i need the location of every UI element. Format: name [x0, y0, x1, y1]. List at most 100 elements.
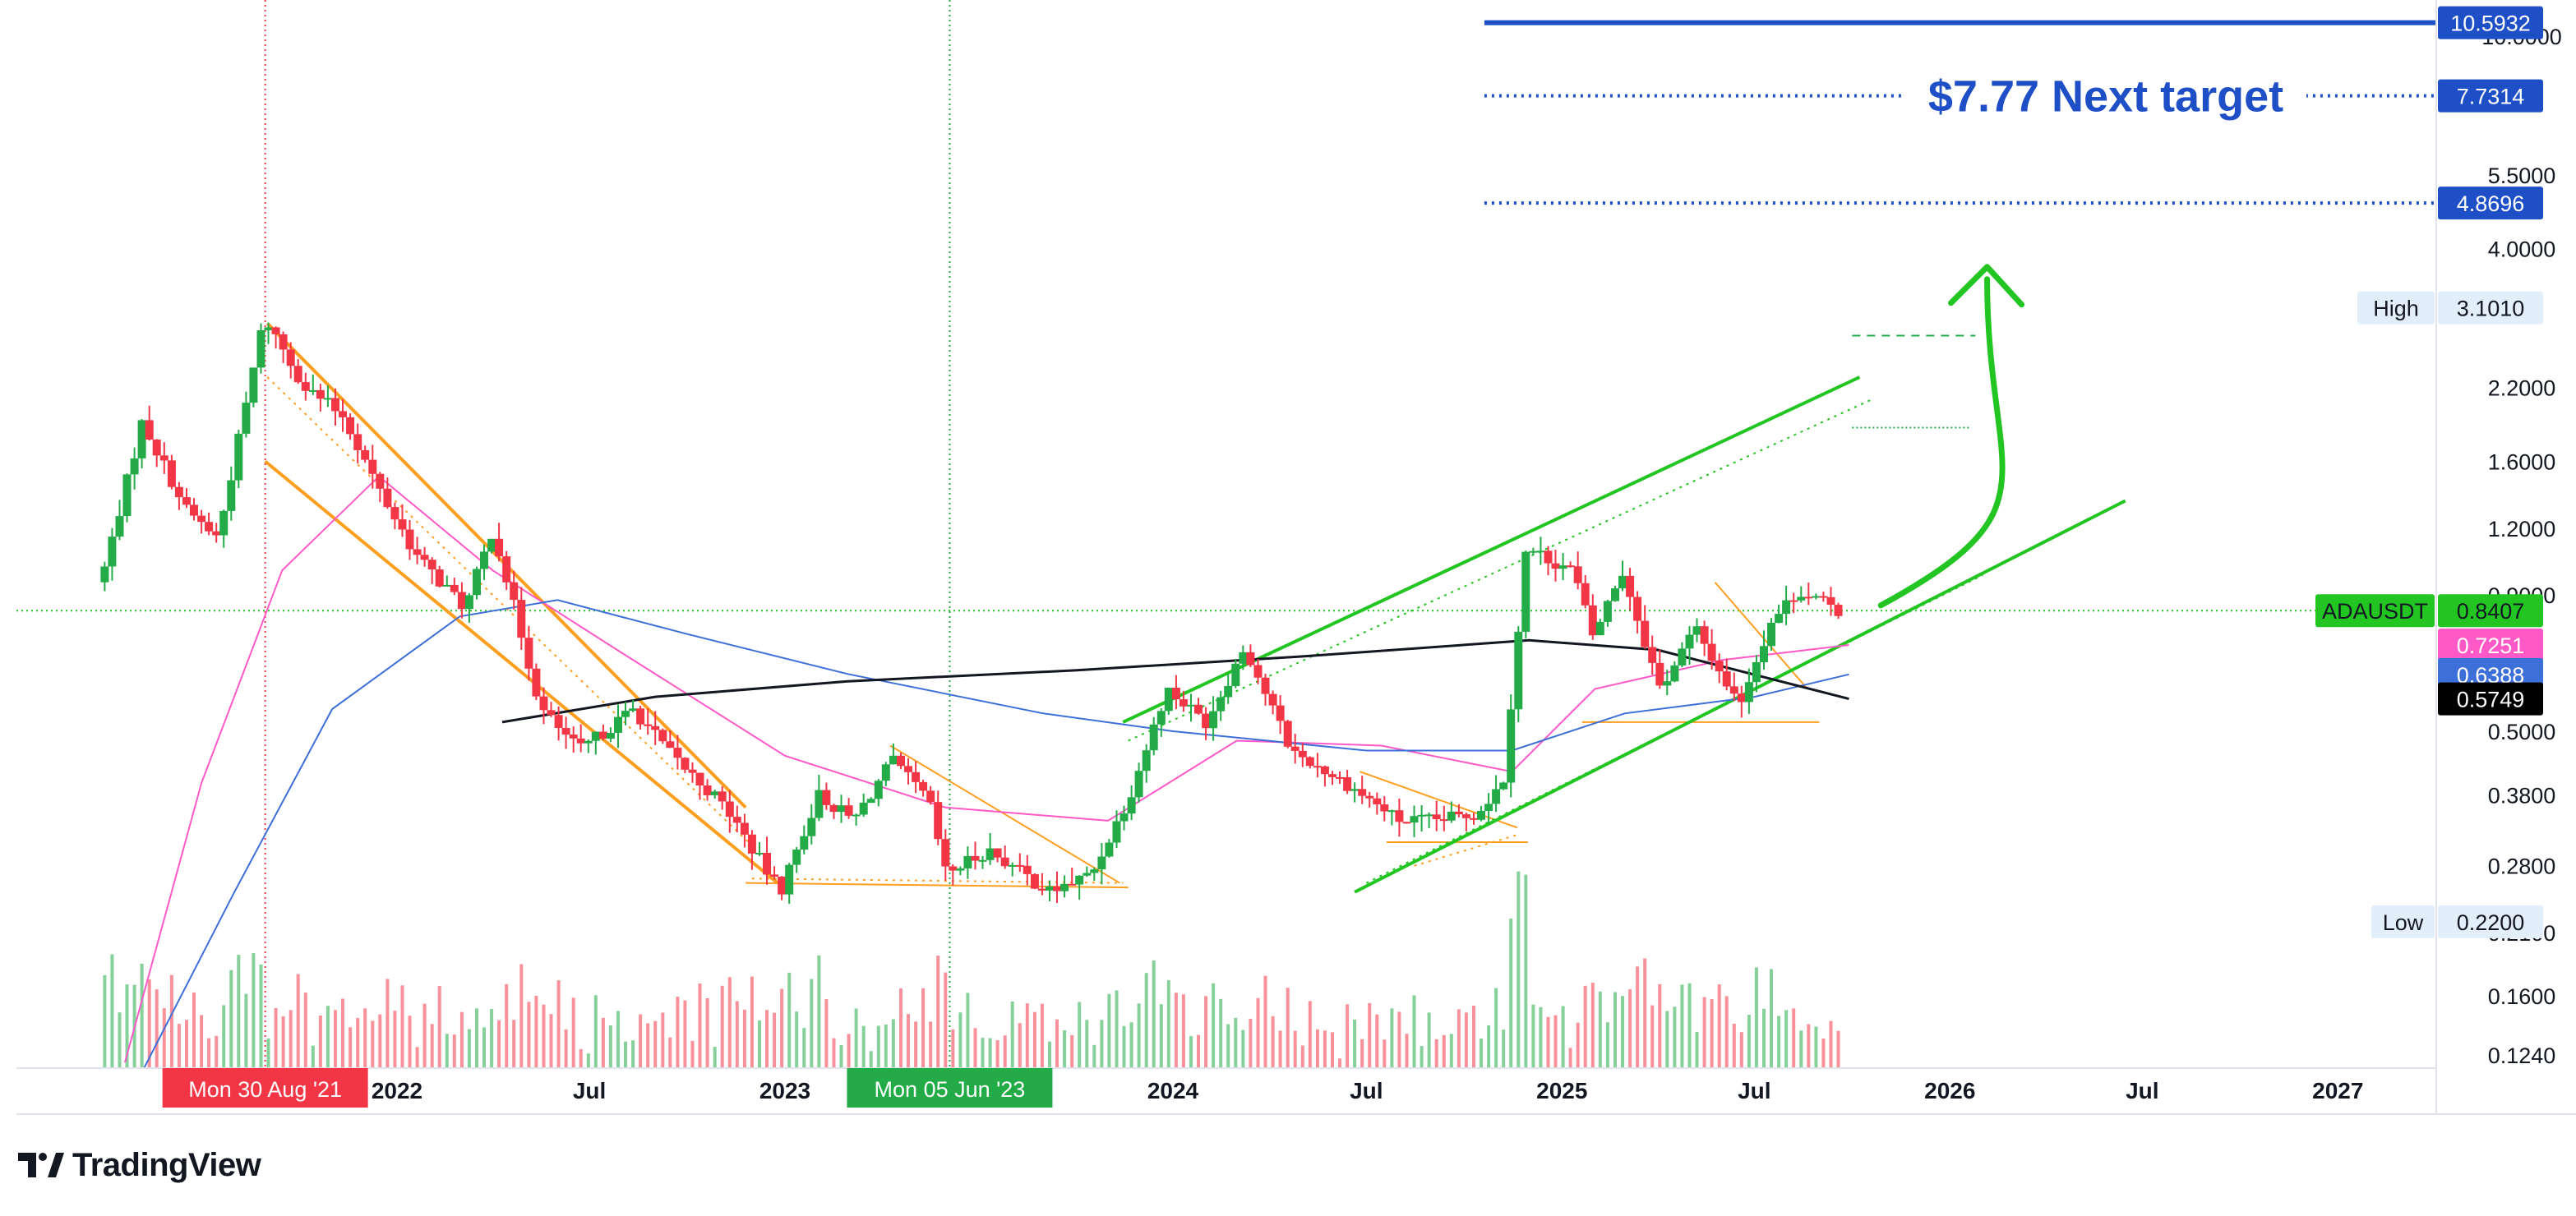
- candle: [205, 512, 214, 536]
- volume-bar: [1278, 1030, 1282, 1068]
- candle-body: [1581, 583, 1590, 606]
- volume-bar: [1390, 1008, 1394, 1068]
- candle: [1253, 659, 1263, 684]
- moving-average-line: [143, 599, 1849, 1068]
- candle-body: [956, 868, 965, 871]
- volume-bar: [519, 964, 524, 1068]
- volume-bar: [608, 1025, 612, 1068]
- candle: [457, 582, 466, 619]
- volume-bar: [303, 993, 307, 1068]
- volume-bar: [155, 989, 159, 1068]
- volume-bar: [1724, 996, 1729, 1068]
- candle-body: [1603, 601, 1612, 622]
- candle: [1544, 546, 1553, 576]
- candle: [1566, 561, 1575, 568]
- candle-body: [576, 738, 585, 744]
- candle: [1663, 670, 1672, 696]
- candle-body: [1477, 811, 1485, 820]
- candle-body: [346, 417, 355, 435]
- candle: [256, 323, 265, 374]
- candle: [1350, 782, 1360, 803]
- candle-body: [1239, 652, 1248, 664]
- candle: [316, 384, 325, 412]
- candle-body: [331, 398, 339, 412]
- candle: [666, 730, 675, 748]
- volume-bar: [445, 1034, 449, 1068]
- candle-body: [1760, 646, 1768, 662]
- volume-bar: [981, 1038, 985, 1068]
- candle: [1722, 658, 1731, 691]
- volume-bar: [266, 1038, 270, 1068]
- candle-body: [361, 449, 370, 460]
- volume-bar: [1576, 1022, 1580, 1068]
- volume-bar: [1107, 993, 1111, 1068]
- volume-bar: [140, 964, 144, 1068]
- volume-bar: [1100, 1020, 1104, 1068]
- volume-bar: [1598, 991, 1602, 1068]
- volume-bar: [742, 1009, 746, 1068]
- candle: [837, 795, 846, 823]
- volume-bar: [1353, 1020, 1357, 1068]
- candle-body: [629, 708, 638, 711]
- candle: [286, 342, 295, 379]
- candle: [182, 488, 191, 509]
- candle-body: [986, 848, 995, 860]
- candle-body: [242, 403, 251, 434]
- candle: [1715, 653, 1724, 684]
- volume-bar: [683, 1000, 687, 1068]
- candle-body: [1090, 869, 1099, 873]
- candle-body: [390, 507, 399, 520]
- volume-bar: [147, 979, 151, 1068]
- volume-bar: [207, 1038, 211, 1068]
- price-tag: [2438, 187, 2543, 220]
- volume-bar: [349, 1027, 353, 1068]
- candle: [271, 326, 280, 349]
- volume-bar: [1605, 1022, 1609, 1068]
- wedge-upper-line: [889, 744, 1120, 884]
- candle-body: [1156, 711, 1166, 725]
- volume-bar: [385, 979, 390, 1068]
- crosshair-date-label: Mon 05 Jun '23: [875, 1077, 1026, 1102]
- candle: [190, 498, 198, 521]
- candle: [1588, 594, 1597, 640]
- candle-body: [688, 769, 697, 773]
- price-tag: [2438, 79, 2543, 113]
- candle: [1105, 839, 1114, 858]
- price-tag: [2438, 6, 2543, 39]
- candle-body: [1678, 648, 1687, 666]
- candle: [1231, 658, 1240, 689]
- candle: [1529, 547, 1538, 555]
- candle-body: [614, 716, 622, 733]
- price-tick-label: 1.6000: [2488, 450, 2556, 475]
- volume-bar: [1078, 1002, 1082, 1068]
- candle-body: [1142, 750, 1151, 772]
- candle-body: [1224, 686, 1233, 698]
- time-axis[interactable]: 2022 Jul 2023 2024 Jul 2025 Jul 2026 Jul 2027 Mon …: [162, 1068, 2364, 1108]
- moving-average-line: [501, 638, 1849, 724]
- candle: [108, 527, 117, 581]
- tradingview-logo[interactable]: TradingView: [18, 1147, 261, 1183]
- candle: [747, 830, 756, 870]
- candle-body: [1276, 705, 1285, 721]
- candle: [1834, 602, 1843, 620]
- candle-body: [658, 730, 667, 742]
- candle: [510, 570, 519, 610]
- candle-body: [1447, 811, 1456, 821]
- candle-body: [1194, 704, 1203, 714]
- volume-bar: [1717, 984, 1721, 1068]
- candle: [130, 447, 139, 490]
- candle: [688, 762, 697, 783]
- candle-body: [644, 724, 653, 726]
- volume-bar: [1464, 1012, 1468, 1068]
- candle-body: [1551, 563, 1560, 569]
- candle-body: [770, 874, 779, 877]
- candle-body: [963, 855, 972, 868]
- candle: [1551, 550, 1560, 582]
- volume-bar: [185, 1020, 188, 1068]
- candle-body: [1670, 665, 1679, 682]
- candle: [1343, 770, 1352, 795]
- candle: [1514, 626, 1523, 722]
- volume-bar: [579, 1048, 583, 1068]
- candle-body: [837, 805, 846, 813]
